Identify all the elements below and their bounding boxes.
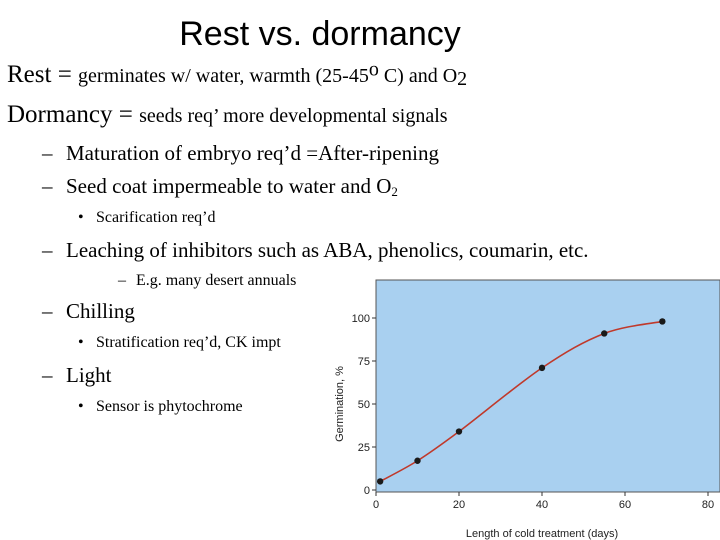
- chilling-text: Chilling: [66, 299, 135, 323]
- data-point: [455, 428, 463, 435]
- dash-marker: –: [118, 272, 126, 289]
- leaching-item: – Leaching of inhibitors such as ABA, phe…: [42, 236, 589, 264]
- data-point: [414, 457, 421, 464]
- data-point: [376, 478, 384, 485]
- oxygen-subscript: 2: [391, 184, 398, 199]
- stratification-text: Stratification req’d, CK impt: [96, 334, 281, 351]
- y-tick-label: 75: [358, 356, 370, 368]
- slide-title: Rest vs. dormancy: [179, 15, 461, 53]
- dash-marker: –: [42, 141, 53, 165]
- phytochrome-item: • Sensor is phytochrome: [78, 396, 243, 418]
- seedcoat-item: – Seed coat impermeable to water and O2: [42, 172, 398, 200]
- data-point: [538, 364, 546, 372]
- maturation-text: Maturation of embryo req’d =After-ripeni…: [66, 141, 439, 165]
- rest-term: Rest =: [7, 61, 79, 88]
- scarification-item: • Scarification req’d: [78, 207, 216, 229]
- light-item: – Light: [42, 361, 112, 389]
- degree-mark: o: [368, 58, 379, 81]
- y-tick-label: 50: [358, 399, 370, 411]
- dash-marker: –: [42, 238, 53, 262]
- y-tick-label: 100: [352, 313, 370, 325]
- stratification-item: • Stratification req’d, CK impt: [78, 332, 281, 354]
- chilling-item: – Chilling: [42, 297, 135, 325]
- leaching-text: Leaching of inhibitors such as ABA, phen…: [66, 238, 589, 262]
- x-tick-label: 60: [619, 499, 631, 511]
- scarification-text: Scarification req’d: [96, 209, 216, 226]
- x-tick-label: 80: [702, 499, 714, 511]
- dormancy-line: Dormancy = seeds req’ more developmental…: [7, 100, 448, 133]
- rest-definition: germinates w/ water, warmth (25-45: [78, 65, 369, 87]
- y-tick-label: 25: [358, 442, 370, 454]
- germination-chart: 0 20 40 60 80 0 25 50 75 100 Length of cold treatm…: [334, 279, 720, 540]
- x-axis-label: Length of cold treatment (days): [466, 528, 618, 540]
- x-tick-label: 0: [373, 499, 379, 511]
- plot-background: [375, 279, 720, 493]
- bullet-marker: •: [78, 209, 84, 226]
- data-point: [601, 330, 608, 337]
- desert-item: – E.g. many desert annuals: [118, 270, 296, 292]
- dash-marker: –: [42, 299, 53, 323]
- desert-text: E.g. many desert annuals: [136, 272, 297, 289]
- light-text: Light: [66, 363, 112, 387]
- phytochrome-text: Sensor is phytochrome: [96, 398, 243, 415]
- dormancy-term: Dormancy =: [7, 101, 140, 128]
- dash-marker: –: [42, 363, 53, 387]
- bullet-marker: •: [78, 398, 84, 415]
- seedcoat-text: Seed coat impermeable to water and O: [66, 174, 392, 198]
- maturation-item: – Maturation of embryo req’d =After-ripen…: [42, 139, 439, 167]
- bullet-marker: •: [78, 334, 84, 351]
- y-axis-label: Germination, %: [334, 366, 346, 442]
- rest-definition-tail: C) and O: [378, 65, 458, 87]
- dash-marker: –: [42, 174, 53, 198]
- y-tick-label: 0: [364, 485, 370, 497]
- x-tick-label: 20: [453, 499, 465, 511]
- dormancy-definition: seeds req’ more developmental signals: [139, 105, 448, 127]
- rest-line: Rest = germinates w/ water, warmth (25-4…: [7, 60, 467, 93]
- data-point: [659, 318, 666, 325]
- x-tick-label: 40: [536, 499, 548, 511]
- oxygen-subscript: 2: [457, 68, 468, 90]
